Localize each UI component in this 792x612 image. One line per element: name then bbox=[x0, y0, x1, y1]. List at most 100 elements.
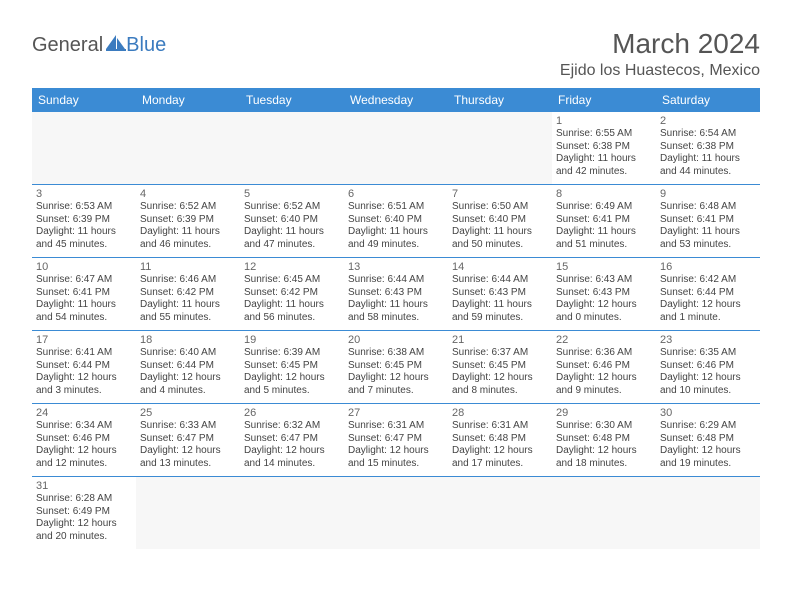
daylight-text-2: and 13 minutes. bbox=[140, 458, 236, 471]
daylight-text-2: and 56 minutes. bbox=[244, 312, 340, 325]
sunset-text: Sunset: 6:40 PM bbox=[452, 214, 548, 227]
calendar-cell-18: 18Sunrise: 6:40 AMSunset: 6:44 PMDayligh… bbox=[136, 331, 240, 404]
daylight-text-2: and 17 minutes. bbox=[452, 458, 548, 471]
sunset-text: Sunset: 6:45 PM bbox=[452, 360, 548, 373]
daylight-text-2: and 1 minute. bbox=[660, 312, 756, 325]
sunrise-text: Sunrise: 6:40 AM bbox=[140, 347, 236, 360]
day-number: 8 bbox=[556, 188, 652, 200]
day-number: 14 bbox=[452, 261, 548, 273]
calendar-body: 1Sunrise: 6:55 AMSunset: 6:38 PMDaylight… bbox=[32, 112, 760, 549]
sunrise-text: Sunrise: 6:31 AM bbox=[348, 420, 444, 433]
calendar-cell-25: 25Sunrise: 6:33 AMSunset: 6:47 PMDayligh… bbox=[136, 404, 240, 477]
day-header-sunday: Sunday bbox=[32, 88, 136, 112]
sunset-text: Sunset: 6:48 PM bbox=[452, 433, 548, 446]
sunrise-text: Sunrise: 6:46 AM bbox=[140, 274, 236, 287]
daylight-text-2: and 18 minutes. bbox=[556, 458, 652, 471]
sunset-text: Sunset: 6:46 PM bbox=[556, 360, 652, 373]
sunrise-text: Sunrise: 6:47 AM bbox=[36, 274, 132, 287]
daylight-text-1: Daylight: 12 hours bbox=[140, 372, 236, 385]
sunset-text: Sunset: 6:46 PM bbox=[660, 360, 756, 373]
daylight-text-2: and 0 minutes. bbox=[556, 312, 652, 325]
sunrise-text: Sunrise: 6:41 AM bbox=[36, 347, 132, 360]
logo-text-blue: Blue bbox=[126, 34, 166, 57]
daylight-text-1: Daylight: 11 hours bbox=[452, 299, 548, 312]
daylight-text-1: Daylight: 12 hours bbox=[556, 445, 652, 458]
daylight-text-1: Daylight: 11 hours bbox=[660, 153, 756, 166]
daylight-text-2: and 15 minutes. bbox=[348, 458, 444, 471]
sunrise-text: Sunrise: 6:44 AM bbox=[452, 274, 548, 287]
daylight-text-2: and 53 minutes. bbox=[660, 239, 756, 252]
calendar-cell-empty bbox=[448, 477, 552, 550]
sunrise-text: Sunrise: 6:42 AM bbox=[660, 274, 756, 287]
location-text: Ejido los Huastecos, Mexico bbox=[560, 62, 760, 80]
calendar-table: SundayMondayTuesdayWednesdayThursdayFrid… bbox=[32, 88, 760, 549]
daylight-text-1: Daylight: 12 hours bbox=[452, 445, 548, 458]
calendar-row: 31Sunrise: 6:28 AMSunset: 6:49 PMDayligh… bbox=[32, 477, 760, 550]
calendar-cell-empty bbox=[136, 477, 240, 550]
sunrise-text: Sunrise: 6:52 AM bbox=[140, 201, 236, 214]
sunset-text: Sunset: 6:41 PM bbox=[556, 214, 652, 227]
day-number: 23 bbox=[660, 334, 756, 346]
calendar-cell-8: 8Sunrise: 6:49 AMSunset: 6:41 PMDaylight… bbox=[552, 185, 656, 258]
calendar-cell-14: 14Sunrise: 6:44 AMSunset: 6:43 PMDayligh… bbox=[448, 258, 552, 331]
daylight-text-1: Daylight: 12 hours bbox=[244, 372, 340, 385]
daylight-text-1: Daylight: 11 hours bbox=[244, 226, 340, 239]
sunrise-text: Sunrise: 6:36 AM bbox=[556, 347, 652, 360]
sunset-text: Sunset: 6:44 PM bbox=[140, 360, 236, 373]
calendar-cell-10: 10Sunrise: 6:47 AMSunset: 6:41 PMDayligh… bbox=[32, 258, 136, 331]
sunset-text: Sunset: 6:47 PM bbox=[348, 433, 444, 446]
day-number: 4 bbox=[140, 188, 236, 200]
calendar-cell-24: 24Sunrise: 6:34 AMSunset: 6:46 PMDayligh… bbox=[32, 404, 136, 477]
sunset-text: Sunset: 6:49 PM bbox=[36, 506, 132, 519]
title-block: March 2024 Ejido los Huastecos, Mexico bbox=[560, 28, 760, 80]
sunset-text: Sunset: 6:43 PM bbox=[556, 287, 652, 300]
daylight-text-1: Daylight: 12 hours bbox=[556, 299, 652, 312]
sunrise-text: Sunrise: 6:45 AM bbox=[244, 274, 340, 287]
sunset-text: Sunset: 6:44 PM bbox=[36, 360, 132, 373]
sunrise-text: Sunrise: 6:32 AM bbox=[244, 420, 340, 433]
sunset-text: Sunset: 6:38 PM bbox=[660, 141, 756, 154]
sunrise-text: Sunrise: 6:34 AM bbox=[36, 420, 132, 433]
calendar-cell-empty bbox=[344, 112, 448, 185]
day-number: 16 bbox=[660, 261, 756, 273]
day-number: 5 bbox=[244, 188, 340, 200]
calendar-cell-19: 19Sunrise: 6:39 AMSunset: 6:45 PMDayligh… bbox=[240, 331, 344, 404]
calendar-cell-27: 27Sunrise: 6:31 AMSunset: 6:47 PMDayligh… bbox=[344, 404, 448, 477]
day-number: 29 bbox=[556, 407, 652, 419]
calendar-cell-empty bbox=[448, 112, 552, 185]
sail-icon bbox=[106, 35, 126, 51]
day-number: 26 bbox=[244, 407, 340, 419]
day-number: 19 bbox=[244, 334, 340, 346]
day-number: 21 bbox=[452, 334, 548, 346]
day-number: 27 bbox=[348, 407, 444, 419]
sunrise-text: Sunrise: 6:31 AM bbox=[452, 420, 548, 433]
sunrise-text: Sunrise: 6:48 AM bbox=[660, 201, 756, 214]
month-title: March 2024 bbox=[560, 28, 760, 60]
daylight-text-2: and 55 minutes. bbox=[140, 312, 236, 325]
calendar-cell-13: 13Sunrise: 6:44 AMSunset: 6:43 PMDayligh… bbox=[344, 258, 448, 331]
sunrise-text: Sunrise: 6:33 AM bbox=[140, 420, 236, 433]
day-number: 25 bbox=[140, 407, 236, 419]
calendar-cell-15: 15Sunrise: 6:43 AMSunset: 6:43 PMDayligh… bbox=[552, 258, 656, 331]
day-header-tuesday: Tuesday bbox=[240, 88, 344, 112]
sunrise-text: Sunrise: 6:52 AM bbox=[244, 201, 340, 214]
daylight-text-2: and 51 minutes. bbox=[556, 239, 652, 252]
calendar-cell-9: 9Sunrise: 6:48 AMSunset: 6:41 PMDaylight… bbox=[656, 185, 760, 258]
sunset-text: Sunset: 6:47 PM bbox=[140, 433, 236, 446]
day-number: 18 bbox=[140, 334, 236, 346]
daylight-text-1: Daylight: 11 hours bbox=[244, 299, 340, 312]
calendar-row: 1Sunrise: 6:55 AMSunset: 6:38 PMDaylight… bbox=[32, 112, 760, 185]
daylight-text-1: Daylight: 12 hours bbox=[660, 299, 756, 312]
sunrise-text: Sunrise: 6:28 AM bbox=[36, 493, 132, 506]
day-header-saturday: Saturday bbox=[656, 88, 760, 112]
daylight-text-1: Daylight: 12 hours bbox=[348, 372, 444, 385]
daylight-text-1: Daylight: 11 hours bbox=[348, 226, 444, 239]
day-number: 22 bbox=[556, 334, 652, 346]
calendar-cell-empty bbox=[240, 477, 344, 550]
daylight-text-2: and 44 minutes. bbox=[660, 166, 756, 179]
daylight-text-1: Daylight: 11 hours bbox=[452, 226, 548, 239]
calendar-row: 17Sunrise: 6:41 AMSunset: 6:44 PMDayligh… bbox=[32, 331, 760, 404]
daylight-text-2: and 49 minutes. bbox=[348, 239, 444, 252]
calendar-cell-31: 31Sunrise: 6:28 AMSunset: 6:49 PMDayligh… bbox=[32, 477, 136, 550]
sunset-text: Sunset: 6:48 PM bbox=[660, 433, 756, 446]
